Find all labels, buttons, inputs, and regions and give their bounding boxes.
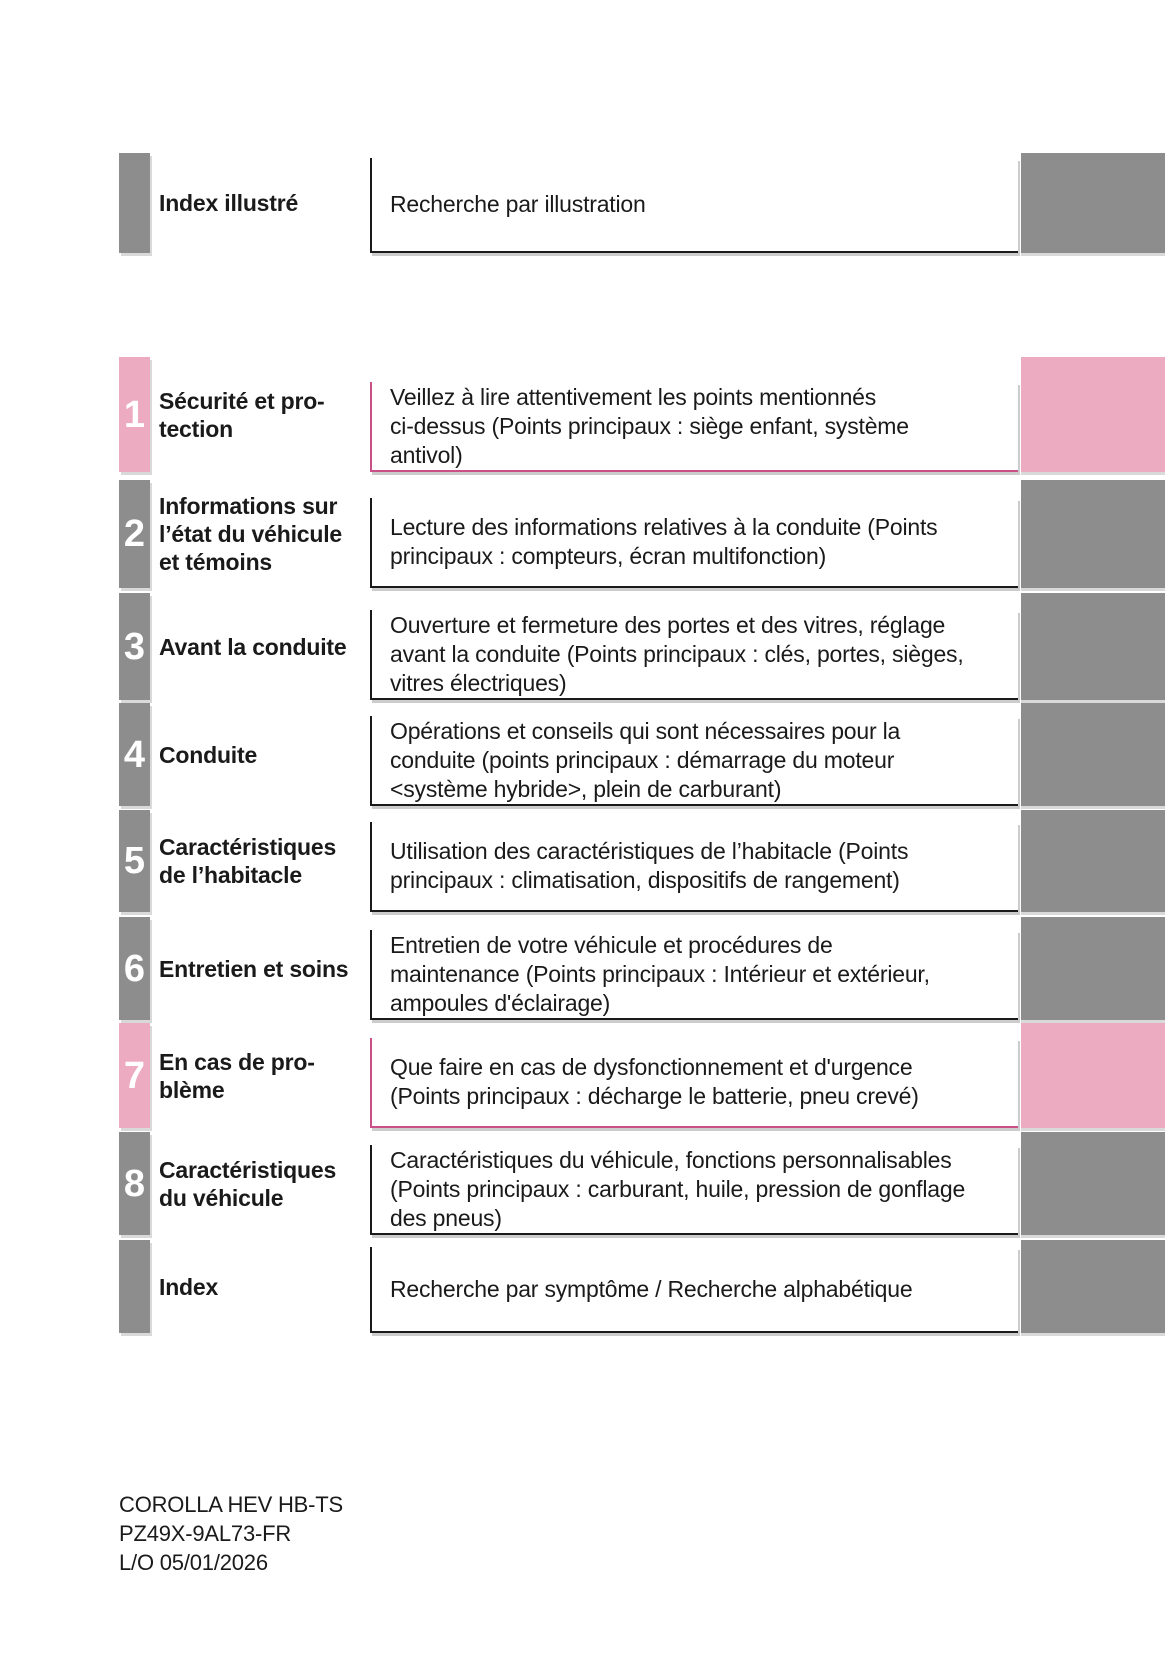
section-description: Opérations et conseils qui sont nécessai… xyxy=(390,717,901,802)
section-number-tab: 3 xyxy=(119,593,150,700)
section-description: Lecture des informations relatives à la … xyxy=(390,514,938,569)
section-color-block xyxy=(1021,810,1165,912)
footer-line-date: L/O 05/01/2026 xyxy=(119,1550,268,1575)
toc-row: 8 Caractéristiques du véhicule Caractéri… xyxy=(119,1132,1165,1235)
section-color-block xyxy=(1021,480,1165,588)
section-description: Ouverture et fermeture des portes et des… xyxy=(390,611,964,696)
section-description: Entretien de votre véhicule et procédure… xyxy=(390,931,930,1016)
section-color-block xyxy=(1021,917,1165,1020)
section-description: Veillez à lire attentivement les points … xyxy=(390,383,909,468)
section-number: 3 xyxy=(123,625,146,668)
section-number-tab: 8 xyxy=(119,1132,150,1235)
section-description-cell: Recherche par symptôme / Recherche alpha… xyxy=(370,1240,1018,1333)
section-description-cell: Veillez à lire attentivement les points … xyxy=(370,357,1018,472)
footer-line-model: COROLLA HEV HB-TS xyxy=(119,1492,343,1517)
toc-row: 6 Entretien et soins Entretien de votre … xyxy=(119,917,1165,1020)
section-description-cell: Lecture des informations relatives à la … xyxy=(370,480,1018,588)
section-number: 6 xyxy=(123,947,146,990)
section-description-box: Caractéristiques du véhicule, fonctions … xyxy=(370,1145,1018,1235)
footer-line-part-number: PZ49X-9AL73-FR xyxy=(119,1521,292,1546)
toc-rows: Index illustré Recherche par illustratio… xyxy=(119,153,1165,1333)
section-description-cell: Recherche par illustration xyxy=(370,153,1018,253)
section-description: Utilisation des caractéristiques de l’ha… xyxy=(390,838,909,893)
section-description-box: Entretien de votre véhicule et procédure… xyxy=(370,930,1018,1020)
section-description-box: Opérations et conseils qui sont nécessai… xyxy=(370,716,1018,806)
section-number: 5 xyxy=(123,840,146,882)
toc-row: Index Recherche par symptôme / Recherche… xyxy=(119,1240,1165,1333)
section-label: Caractéristiques du véhicule xyxy=(159,1156,337,1211)
section-label: Index xyxy=(159,1273,219,1300)
toc-row: 7 En cas de pro- blème Que faire en cas … xyxy=(119,1023,1165,1128)
section-description-box: Que faire en cas de dysfonctionnement et… xyxy=(370,1038,1018,1128)
section-number-tab: 7 xyxy=(119,1023,150,1128)
section-description-box: Utilisation des caractéristiques de l’ha… xyxy=(370,822,1018,912)
section-description-box: Recherche par illustration xyxy=(370,158,1018,253)
section-description-box: Recherche par symptôme / Recherche alpha… xyxy=(370,1247,1018,1333)
section-number-tab: 4 xyxy=(119,703,150,806)
section-description: Recherche par symptôme / Recherche alpha… xyxy=(390,1275,913,1302)
section-color-block xyxy=(1021,593,1165,700)
section-description-cell: Opérations et conseils qui sont nécessai… xyxy=(370,703,1018,806)
section-number-tab: 2 xyxy=(119,480,150,588)
section-label: Avant la conduite xyxy=(159,633,347,660)
section-label: Sécurité et pro- tection xyxy=(159,387,325,442)
section-color-block xyxy=(1021,1023,1165,1128)
section-label: En cas de pro- blème xyxy=(159,1048,315,1103)
section-color-block xyxy=(1021,153,1165,253)
section-description-cell: Caractéristiques du véhicule, fonctions … xyxy=(370,1132,1018,1235)
section-number: 7 xyxy=(123,1054,146,1097)
section-label: Informations sur l’état du véhicule et t… xyxy=(159,493,343,575)
section-label: Entretien et soins xyxy=(159,955,349,982)
section-color-block xyxy=(1021,1240,1165,1333)
section-description-box: Veillez à lire attentivement les points … xyxy=(370,382,1018,472)
section-description-cell: Entretien de votre véhicule et procédure… xyxy=(370,917,1018,1020)
section-description: Caractéristiques du véhicule, fonctions … xyxy=(390,1146,966,1231)
section-color-block xyxy=(1021,703,1165,806)
section-description-box: Ouverture et fermeture des portes et des… xyxy=(370,610,1018,700)
section-label: Index illustré xyxy=(159,190,299,216)
section-number-tab: 5 xyxy=(119,810,150,912)
footer: COROLLA HEV HB-TS PZ49X-9AL73-FR L/O 05/… xyxy=(119,1490,1165,1577)
toc-row: 2 Informations sur l’état du véhicule et… xyxy=(119,480,1165,588)
toc-row: 1 Sécurité et pro- tection Veillez à lir… xyxy=(119,357,1165,472)
section-number-tab: 1 xyxy=(119,357,150,472)
toc-row: 5 Caractéristiques de l’habitacle Utilis… xyxy=(119,810,1165,912)
section-number: 2 xyxy=(123,513,146,555)
section-description: Recherche par illustration xyxy=(390,191,646,217)
section-label: Caractéristiques de l’habitacle xyxy=(159,834,337,888)
section-description: Que faire en cas de dysfonctionnement et… xyxy=(390,1054,919,1109)
section-description-cell: Ouverture et fermeture des portes et des… xyxy=(370,593,1018,700)
toc-row: Index illustré Recherche par illustratio… xyxy=(119,153,1165,253)
section-number: 1 xyxy=(123,393,146,436)
section-number-tab xyxy=(119,153,150,253)
section-color-block xyxy=(1021,357,1165,472)
section-description-cell: Utilisation des caractéristiques de l’ha… xyxy=(370,810,1018,912)
section-number-tab xyxy=(119,1240,150,1333)
section-number-tab: 6 xyxy=(119,917,150,1020)
section-description-cell: Que faire en cas de dysfonctionnement et… xyxy=(370,1023,1018,1128)
section-number: 8 xyxy=(123,1162,146,1205)
toc-row: 4 Conduite Opérations et conseils qui so… xyxy=(119,703,1165,806)
toc-row: 3 Avant la conduite Ouverture et fermetu… xyxy=(119,593,1165,700)
section-description-box: Lecture des informations relatives à la … xyxy=(370,498,1018,588)
section-number: 4 xyxy=(123,733,146,776)
section-color-block xyxy=(1021,1132,1165,1235)
section-label: Conduite xyxy=(159,741,258,768)
